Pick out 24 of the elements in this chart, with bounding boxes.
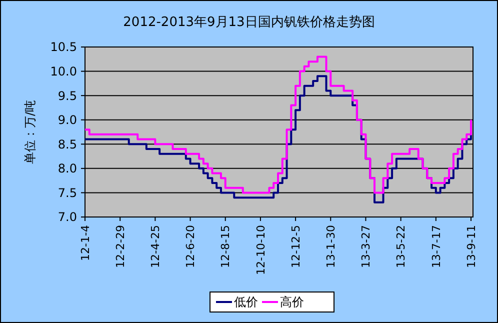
x-tick-label: 12-4-25 — [149, 225, 162, 268]
y-tick-label: 9.5 — [58, 88, 77, 103]
x-tick-label: 12-6-20 — [184, 225, 198, 268]
chart-title: 2012-2013年9月13日国内钒铁价格走势图 — [123, 15, 375, 30]
x-tick-label: 13-3-27 — [360, 225, 373, 268]
y-tick-label: 7.0 — [58, 210, 77, 224]
y-tick-label: 10.0 — [50, 64, 77, 78]
x-tick-label: 13-7-17 — [430, 225, 443, 268]
y-tick-label: 8.5 — [58, 137, 77, 152]
legend-label: 低价 — [234, 295, 258, 310]
y-tick-label: 9.0 — [58, 113, 77, 128]
y-tick-label: 7.5 — [58, 186, 77, 200]
x-tick-label: 13-1-30 — [324, 225, 338, 268]
x-tick-label: 12-2-29 — [114, 225, 127, 268]
x-tick-label: 13-9-11 — [464, 225, 478, 268]
x-tick-label: 12-12-5 — [289, 225, 302, 268]
y-tick-label: 10.5 — [50, 40, 77, 54]
legend-label: 高价 — [280, 295, 304, 310]
y-tick-label: 8.0 — [58, 162, 77, 176]
y-axis-title: 单位：万/吨 — [23, 100, 37, 164]
x-tick-label: 12-10-10 — [254, 225, 268, 275]
x-tick-label: 12-1-4 — [78, 225, 92, 261]
x-tick-label: 12-8-15 — [219, 225, 232, 268]
x-tick-label: 13-5-22 — [394, 225, 408, 268]
